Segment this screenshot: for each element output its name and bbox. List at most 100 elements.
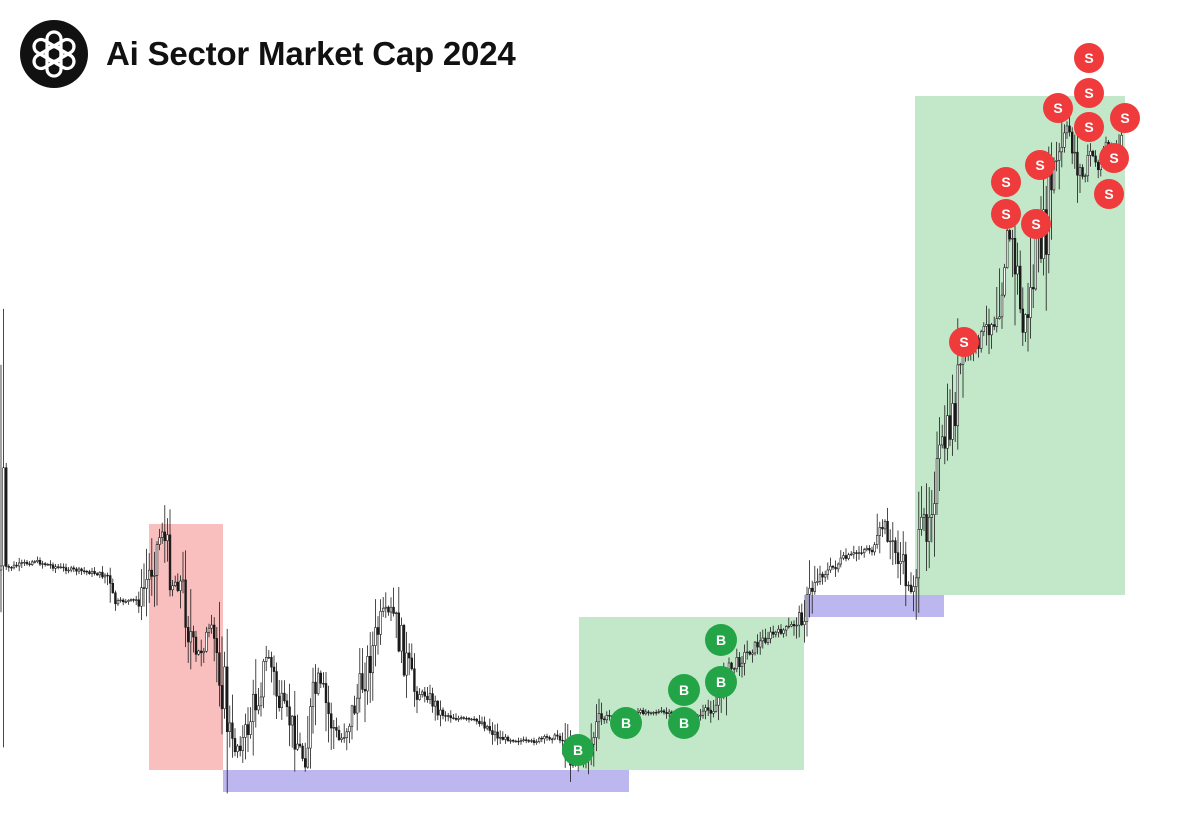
candle <box>1021 287 1025 347</box>
candle <box>397 587 400 653</box>
candle <box>735 648 739 673</box>
candle <box>444 711 447 722</box>
candle <box>704 704 707 720</box>
candle <box>116 598 120 606</box>
candle <box>608 709 611 721</box>
candle <box>662 709 666 715</box>
candle <box>995 286 999 333</box>
candle <box>548 735 551 741</box>
buy-marker: B <box>705 624 737 656</box>
candle <box>306 715 309 769</box>
candle <box>550 737 554 744</box>
candle <box>67 567 70 574</box>
candle <box>174 575 177 588</box>
candle <box>150 538 153 596</box>
candle <box>530 738 533 743</box>
candle <box>953 391 957 442</box>
candle <box>454 713 458 721</box>
candle <box>899 542 902 585</box>
page-title: Ai Sector Market Cap 2024 <box>106 35 516 72</box>
candle <box>332 719 335 749</box>
candle <box>914 569 918 620</box>
candle <box>205 626 208 653</box>
openai-logo-icon <box>20 20 88 88</box>
candle <box>324 671 328 732</box>
candle <box>184 550 187 648</box>
candle <box>488 718 491 734</box>
candle <box>647 710 650 716</box>
candle <box>353 695 356 715</box>
zones-layer <box>149 96 1125 792</box>
candle <box>660 707 663 714</box>
candle <box>990 322 993 349</box>
candle <box>122 598 125 606</box>
candle <box>493 724 497 742</box>
candle <box>1071 127 1074 165</box>
candle <box>979 329 983 353</box>
candle <box>20 559 23 569</box>
candle <box>303 742 307 772</box>
candle <box>171 580 174 597</box>
candle <box>1060 120 1064 168</box>
candle <box>407 643 411 676</box>
candle <box>831 565 835 570</box>
candle <box>213 617 216 662</box>
candle <box>252 679 255 756</box>
candle <box>293 691 296 772</box>
buy-marker-label: B <box>573 742 583 758</box>
candle <box>431 687 434 713</box>
candle <box>870 546 874 556</box>
candle <box>475 717 478 725</box>
candle <box>280 680 283 720</box>
candle <box>244 713 247 760</box>
candle <box>779 624 783 635</box>
candle <box>537 736 541 744</box>
sell-marker: S <box>1021 209 1051 239</box>
candle <box>818 565 822 585</box>
candle <box>428 684 432 705</box>
candle <box>472 716 476 722</box>
candle <box>745 640 749 660</box>
candle <box>132 598 135 603</box>
candle <box>389 597 393 621</box>
candle <box>381 597 385 618</box>
candle <box>275 662 278 719</box>
candle <box>168 509 172 597</box>
candle <box>311 667 315 734</box>
sell-marker-label: S <box>1109 150 1118 166</box>
candle <box>701 704 705 719</box>
candle <box>938 417 941 492</box>
candle <box>1086 144 1090 183</box>
candle <box>652 711 655 716</box>
candle <box>712 700 715 718</box>
candle <box>127 599 130 605</box>
candle <box>605 711 609 724</box>
sell-marker-label: S <box>1084 85 1093 101</box>
candle <box>145 548 148 617</box>
candle <box>927 487 931 569</box>
candle <box>277 679 281 712</box>
candle <box>298 732 302 749</box>
candle <box>925 483 928 572</box>
candle <box>246 707 250 752</box>
candle <box>223 651 226 719</box>
candle <box>259 682 263 717</box>
candle <box>77 566 81 575</box>
candle <box>857 546 861 560</box>
candle <box>350 704 354 740</box>
candle <box>940 424 944 449</box>
candle <box>868 545 871 554</box>
candle <box>922 507 926 532</box>
candle <box>114 590 117 611</box>
candle <box>387 605 390 616</box>
candle <box>470 717 473 721</box>
candle <box>743 644 746 676</box>
candle <box>886 507 889 543</box>
candle <box>639 708 642 715</box>
candle <box>358 648 361 713</box>
candle <box>1016 242 1019 295</box>
candle <box>792 620 796 636</box>
candle <box>368 632 372 703</box>
candle <box>1073 134 1077 169</box>
candle <box>985 305 988 346</box>
